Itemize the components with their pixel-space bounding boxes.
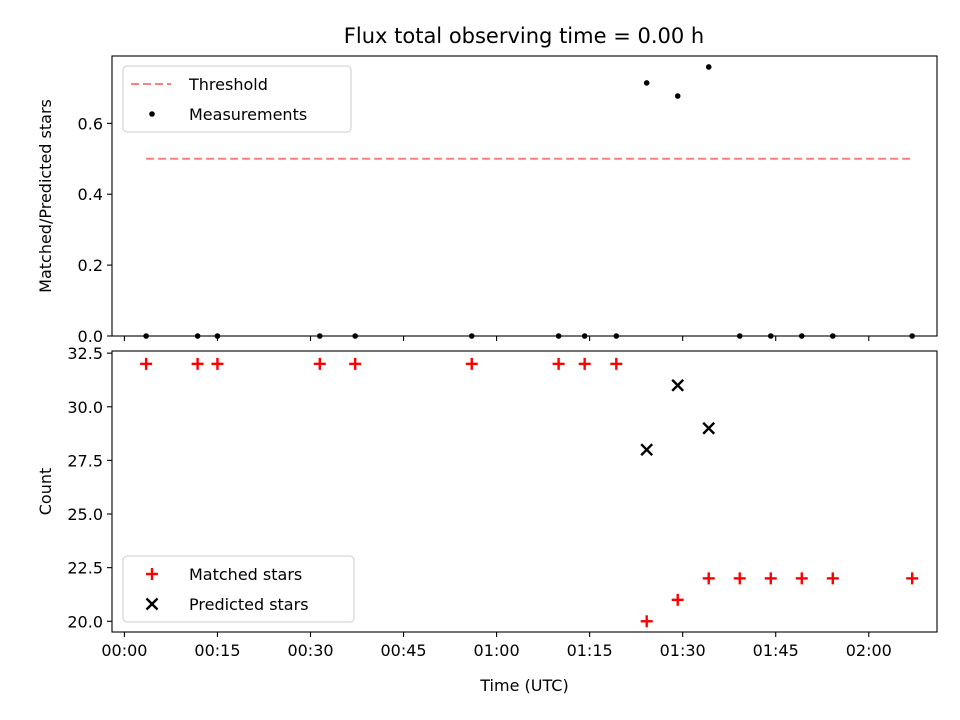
legend-label: Matched stars: [189, 565, 302, 584]
measurements-point: [194, 333, 201, 339]
measurements-point: [829, 333, 836, 339]
measurements-point: [705, 64, 712, 70]
predicted-stars-point-b: [671, 378, 685, 392]
x-tick-label: 00:15: [194, 641, 240, 660]
measurements-point: [143, 333, 149, 339]
measurements-point: [214, 333, 221, 339]
y-tick-label: 32.5: [67, 344, 103, 363]
measurements-point: [643, 80, 650, 86]
measurements-point: [736, 333, 743, 339]
x-tick-label: 02:00: [846, 641, 892, 660]
y-tick-label: 0.4: [78, 185, 103, 204]
predicted-stars-point-b: [640, 443, 654, 457]
measurements-point: [468, 333, 475, 339]
predicted-stars-point: [702, 421, 716, 435]
measurements-point: [674, 93, 681, 99]
legend-matched-stars-swatch: [146, 568, 158, 580]
y-tick-label: 22.5: [67, 559, 103, 578]
y-tick-label: 0.6: [78, 114, 103, 133]
predicted-stars-point: [640, 443, 654, 457]
y-tick-label: 20.0: [67, 612, 103, 631]
chart-title: Flux total observing time = 0.00 h: [344, 24, 704, 48]
x-tick-label: 00:45: [380, 641, 426, 660]
legend-2: Matched stars Predicted stars: [122, 555, 355, 623]
legend-predicted-stars-swatch-b: [145, 597, 159, 611]
x-axis-label: Time (UTC): [479, 676, 568, 695]
legend-label: Predicted stars: [189, 595, 309, 614]
predicted-stars-point-b: [702, 421, 716, 435]
measurements-point: [555, 333, 562, 339]
legend-1: Threshold Measurements: [122, 65, 352, 133]
matched-stars-point: [906, 572, 919, 585]
y-tick-label: 27.5: [67, 451, 103, 470]
matched-stars-point: [610, 357, 623, 370]
y-tick-label: 0.2: [78, 256, 103, 275]
matched-stars-point: [826, 572, 839, 585]
y-tick-label: 0.0: [78, 327, 103, 346]
measurements-point: [798, 333, 805, 339]
matched-stars-point: [191, 357, 204, 370]
matched-stars-point: [578, 357, 591, 370]
chart-panel-2: 20.0 22.5 25.0 27.5 30.0 32.5 00:00 00:15 00:30 0…: [36, 344, 938, 695]
legend-label: Threshold: [188, 75, 268, 94]
matched-stars-point: [640, 615, 653, 628]
matched-stars-point: [211, 357, 224, 370]
matched-stars-point: [552, 357, 565, 370]
matched-stars-point: [671, 593, 684, 606]
legend-box: [122, 65, 352, 133]
legend-label: Measurements: [189, 105, 307, 124]
measurements-point: [581, 333, 588, 339]
x-tick-label: 01:00: [474, 641, 520, 660]
legend-box: [122, 555, 355, 623]
measurements-point: [909, 333, 915, 339]
x-tick-label: 00:00: [101, 641, 147, 660]
matched-stars-point: [140, 357, 153, 370]
chart-panel-1: 0.0 0.2 0.4 0.6 Matched/Predicted stars Thres…: [36, 55, 938, 346]
matched-stars-point: [349, 357, 362, 370]
y-tick-label: 25.0: [67, 505, 103, 524]
matched-stars-point: [764, 572, 777, 585]
matched-stars-point: [465, 357, 478, 370]
measurements-point: [317, 333, 323, 339]
x-tick-label: 00:30: [287, 641, 333, 660]
legend-predicted-stars-swatch: [145, 597, 159, 611]
measurements-point: [767, 333, 774, 339]
predicted-stars-point: [671, 378, 685, 392]
matched-stars-point: [733, 572, 746, 585]
y-axis-label: Count: [36, 468, 55, 516]
matched-stars-point: [795, 572, 808, 585]
matched-stars-point: [702, 572, 715, 585]
y-tick-label: 30.0: [67, 398, 103, 417]
x-tick-label: 01:45: [753, 641, 799, 660]
y-axis-label: Matched/Predicted stars: [36, 99, 55, 293]
x-tick-label: 01:15: [567, 641, 613, 660]
matched-stars-point: [313, 357, 326, 370]
legend-measurements-swatch: [149, 111, 155, 117]
x-tick-label: 01:30: [660, 641, 706, 660]
measurements-point: [613, 333, 620, 339]
measurements-point: [352, 333, 358, 339]
